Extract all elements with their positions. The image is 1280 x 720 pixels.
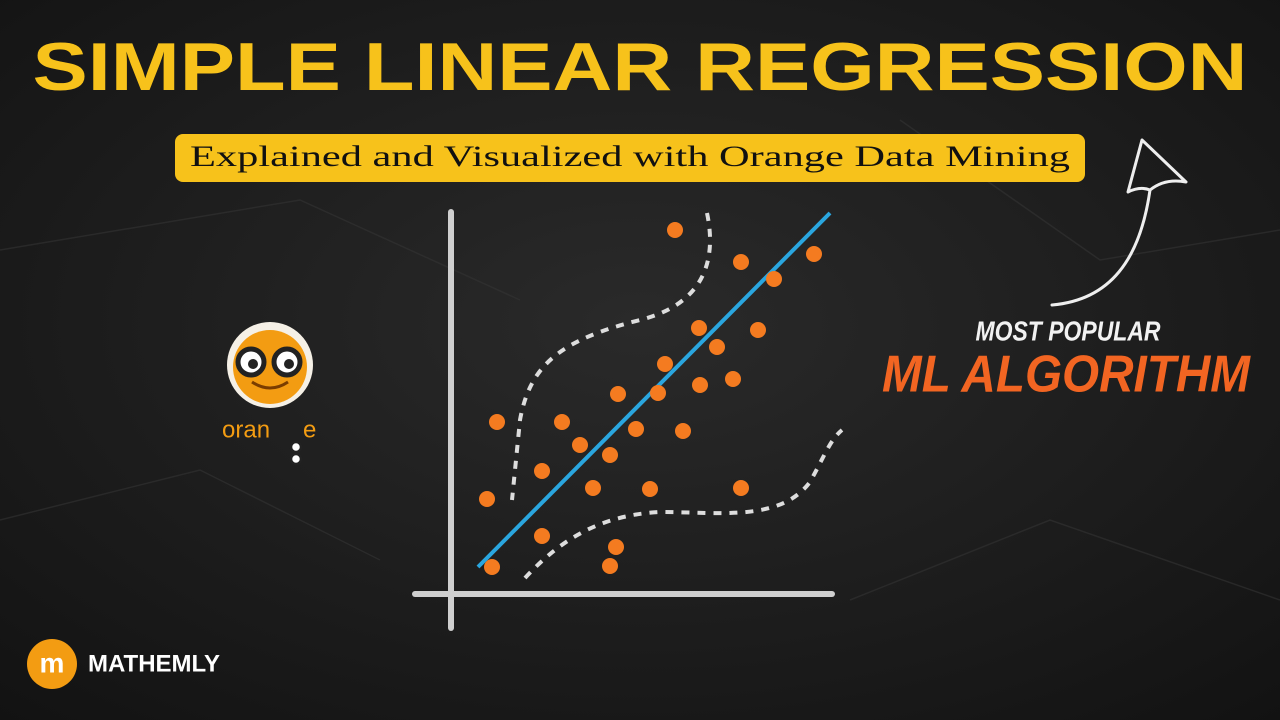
pupil	[248, 359, 258, 369]
point	[610, 386, 626, 402]
point	[766, 271, 782, 287]
title: SIMPLE LINEAR REGRESSION	[33, 29, 1248, 105]
logo-g-glass	[289, 452, 303, 466]
subtitle-banner	[175, 134, 1085, 182]
upper-band	[510, 212, 712, 501]
pupil	[284, 359, 294, 369]
badge-line2: ML ALGORITHM	[882, 346, 1252, 404]
subtitle: Explained and Visualized with Orange Dat…	[190, 140, 1070, 173]
logo-g-glass	[289, 440, 303, 454]
point	[691, 320, 707, 336]
points	[479, 222, 822, 575]
point	[657, 356, 673, 372]
logo-text-end: e	[303, 416, 316, 443]
lower-band	[523, 428, 844, 580]
point	[675, 423, 691, 439]
illustration	[412, 209, 844, 631]
point	[602, 447, 618, 463]
badge-line1: MOST POPULAR	[976, 315, 1162, 346]
point	[534, 528, 550, 544]
point	[479, 491, 495, 507]
point	[534, 463, 550, 479]
point	[572, 437, 588, 453]
brand-icon: m	[40, 647, 65, 678]
point	[650, 385, 666, 401]
point	[750, 322, 766, 338]
brand: m MATHEMLY	[27, 639, 220, 689]
brand-name: MATHEMLY	[88, 650, 220, 677]
point	[585, 480, 601, 496]
point	[484, 559, 500, 575]
point	[725, 371, 741, 387]
sketch-arrow	[1050, 138, 1188, 307]
point	[608, 539, 624, 555]
point	[628, 421, 644, 437]
point	[733, 480, 749, 496]
logo-text-start: oran	[222, 416, 270, 443]
point	[667, 222, 683, 238]
point	[554, 414, 570, 430]
orange-logo: oran e	[222, 322, 316, 466]
smile	[251, 380, 289, 390]
point	[692, 377, 708, 393]
brand-icon-bg	[27, 639, 77, 689]
point	[733, 254, 749, 270]
point	[602, 558, 618, 574]
point	[489, 414, 505, 430]
point	[642, 481, 658, 497]
point	[806, 246, 822, 262]
point	[709, 339, 725, 355]
